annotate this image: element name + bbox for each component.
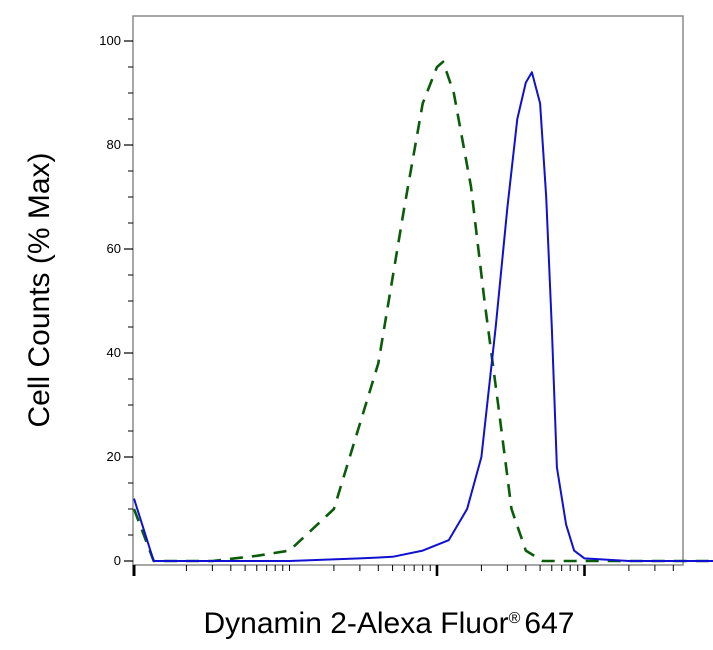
y-tick-label: 40 — [107, 345, 121, 360]
series-lines — [132, 60, 713, 563]
y-tick-label: 100 — [99, 33, 121, 48]
series-line-1 — [132, 60, 713, 563]
y-tick-label: 80 — [107, 137, 121, 152]
y-tick-label: 60 — [107, 241, 121, 256]
y-tick-label: 0 — [114, 553, 121, 568]
y-axis-title: Cell Counts (% Max) — [23, 152, 56, 427]
x-axis-title-registered-mark: ® — [509, 610, 521, 627]
plot-frame — [132, 15, 684, 566]
y-tick-label: 20 — [107, 449, 121, 464]
x-axis-title-suffix: 647 — [524, 607, 574, 640]
x-axis-title-main: Dynamin 2-Alexa Fluor — [204, 607, 509, 640]
x-axis-title: Dynamin 2-Alexa Fluor® 647 — [204, 607, 575, 640]
series-line-2 — [133, 71, 713, 562]
axis-ticks: 0 20 40 60 80 100 — [99, 33, 674, 576]
